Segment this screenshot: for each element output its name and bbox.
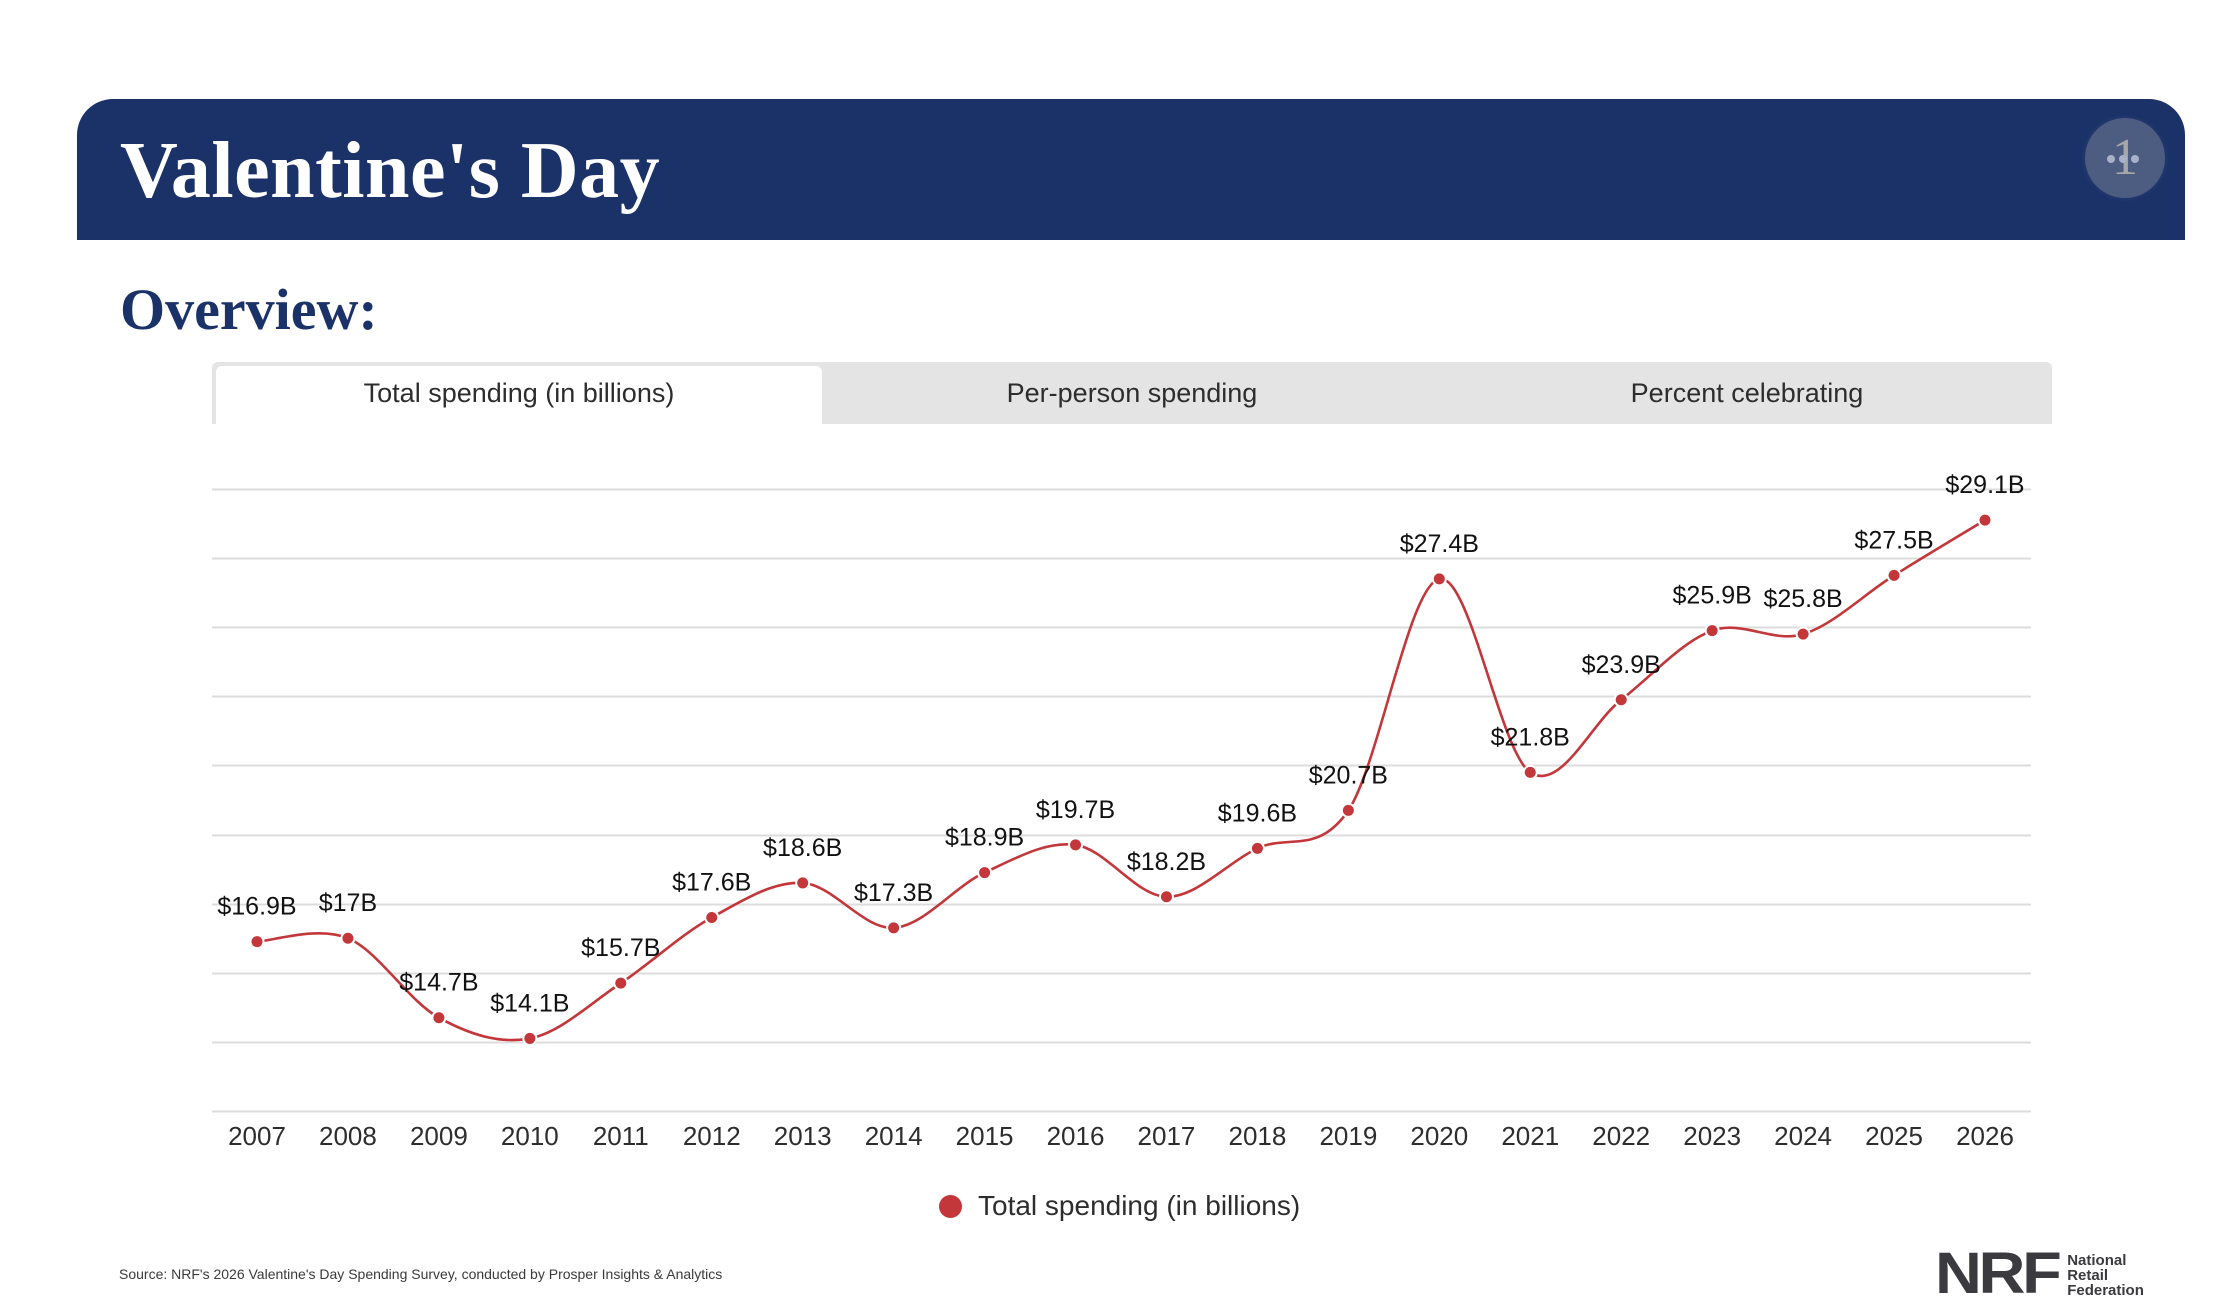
data-point bbox=[1886, 567, 1902, 583]
data-point bbox=[704, 909, 720, 925]
data-label: $25.9B bbox=[1673, 582, 1752, 610]
data-label: $15.7B bbox=[581, 934, 660, 962]
data-point bbox=[613, 975, 629, 991]
x-tick-label: 2009 bbox=[410, 1121, 468, 1151]
tab-per-person-spending[interactable]: Per-person spending bbox=[1006, 377, 1258, 408]
data-label: $17.6B bbox=[672, 868, 751, 896]
data-label: $27.4B bbox=[1400, 530, 1479, 558]
data-label: $14.1B bbox=[490, 989, 569, 1017]
data-label: $17B bbox=[319, 889, 377, 917]
data-label: $27.5B bbox=[1854, 526, 1933, 554]
data-point bbox=[1340, 802, 1356, 818]
x-tick-label: 2008 bbox=[319, 1121, 377, 1151]
legend-marker-icon bbox=[939, 1194, 962, 1218]
nrf-logo-line: Federation bbox=[2067, 1282, 2144, 1299]
data-label: $23.9B bbox=[1582, 651, 1661, 679]
x-tick-label: 2017 bbox=[1138, 1121, 1196, 1151]
data-point bbox=[340, 930, 356, 946]
source-note: Source: NRF's 2026 Valentine's Day Spend… bbox=[119, 1266, 723, 1282]
data-point bbox=[249, 934, 265, 950]
data-point bbox=[886, 920, 902, 936]
page-title: Valentine's Day bbox=[120, 127, 661, 215]
nrf-logo-mark: NRF bbox=[1935, 1241, 2062, 1306]
data-label: $17.3B bbox=[854, 879, 933, 907]
data-point bbox=[522, 1030, 538, 1046]
data-point bbox=[977, 865, 993, 881]
x-tick-label: 2026 bbox=[1956, 1121, 2014, 1151]
x-tick-label: 2023 bbox=[1683, 1121, 1741, 1151]
x-tick-label: 2015 bbox=[956, 1121, 1014, 1151]
x-tick-label: 2019 bbox=[1319, 1121, 1377, 1151]
x-tick-label: 2014 bbox=[865, 1121, 923, 1151]
data-point bbox=[1977, 512, 1993, 528]
x-tick-label: 2010 bbox=[501, 1121, 559, 1151]
data-point bbox=[1704, 623, 1720, 639]
x-tick-label: 2020 bbox=[1410, 1121, 1468, 1151]
chart-legend[interactable]: Total spending (in billions) bbox=[939, 1188, 1300, 1224]
x-tick-label: 2013 bbox=[774, 1121, 832, 1151]
page-header: Valentine's Day 1 bbox=[77, 99, 2185, 240]
data-point bbox=[1249, 840, 1265, 856]
tab-total-spending[interactable]: Total spending (in billions) bbox=[216, 366, 822, 424]
data-label: $16.9B bbox=[217, 893, 296, 921]
data-point bbox=[431, 1010, 447, 1026]
x-axis-ticks: 2007 2008 2009 2010 2011 2012 2013 2014 2015 2016… bbox=[228, 1121, 2014, 1151]
data-label: $19.7B bbox=[1036, 796, 1115, 824]
data-point bbox=[1431, 571, 1447, 587]
more-options-button[interactable]: 1 bbox=[2085, 118, 2165, 198]
nrf-logo-line: Retail bbox=[2067, 1267, 2109, 1284]
data-points bbox=[249, 512, 1993, 1046]
legend-label: Total spending (in billions) bbox=[978, 1190, 1301, 1221]
x-tick-label: 2025 bbox=[1865, 1121, 1923, 1151]
data-point bbox=[795, 875, 811, 891]
data-label: $20.7B bbox=[1309, 761, 1388, 789]
data-label: $18.2B bbox=[1127, 848, 1206, 876]
data-point bbox=[1068, 837, 1084, 853]
x-tick-label: 2011 bbox=[593, 1121, 649, 1151]
nrf-logo-line: National bbox=[2067, 1252, 2127, 1269]
data-label: $18.9B bbox=[945, 824, 1024, 852]
data-label: $18.6B bbox=[763, 834, 842, 862]
data-point bbox=[1522, 764, 1538, 780]
gridlines bbox=[212, 488, 2031, 1113]
data-label: $19.6B bbox=[1218, 799, 1297, 827]
nrf-logo-text: National Retail Federation bbox=[2067, 1253, 2144, 1298]
x-tick-label: 2018 bbox=[1228, 1121, 1286, 1151]
x-tick-label: 2021 bbox=[1501, 1121, 1559, 1151]
section-title: Overview: bbox=[120, 277, 378, 342]
chart-tabs: Total spending (in billions) Per-person … bbox=[212, 362, 2052, 424]
tab-percent-celebrating[interactable]: Percent celebrating bbox=[1630, 377, 1864, 408]
x-tick-label: 2016 bbox=[1047, 1121, 1105, 1151]
more-dots-icon bbox=[2107, 155, 2139, 163]
data-point bbox=[1795, 626, 1811, 642]
data-point bbox=[1613, 692, 1629, 708]
data-label: $21.8B bbox=[1491, 723, 1570, 751]
nrf-logo: NRF National Retail Federation bbox=[1935, 1241, 2144, 1306]
x-tick-label: 2024 bbox=[1774, 1121, 1832, 1151]
data-label: $14.7B bbox=[399, 969, 478, 997]
data-label: $25.8B bbox=[1763, 585, 1842, 613]
x-tick-label: 2012 bbox=[683, 1121, 741, 1151]
data-point bbox=[1158, 889, 1174, 905]
x-tick-label: 2022 bbox=[1592, 1121, 1650, 1151]
data-label: $29.1B bbox=[1945, 471, 2024, 499]
x-tick-label: 2007 bbox=[228, 1121, 286, 1151]
data-labels: $16.9B $17B $14.7B $14.1B $15.7B $17.6B $18.6B… bbox=[217, 471, 2024, 1017]
